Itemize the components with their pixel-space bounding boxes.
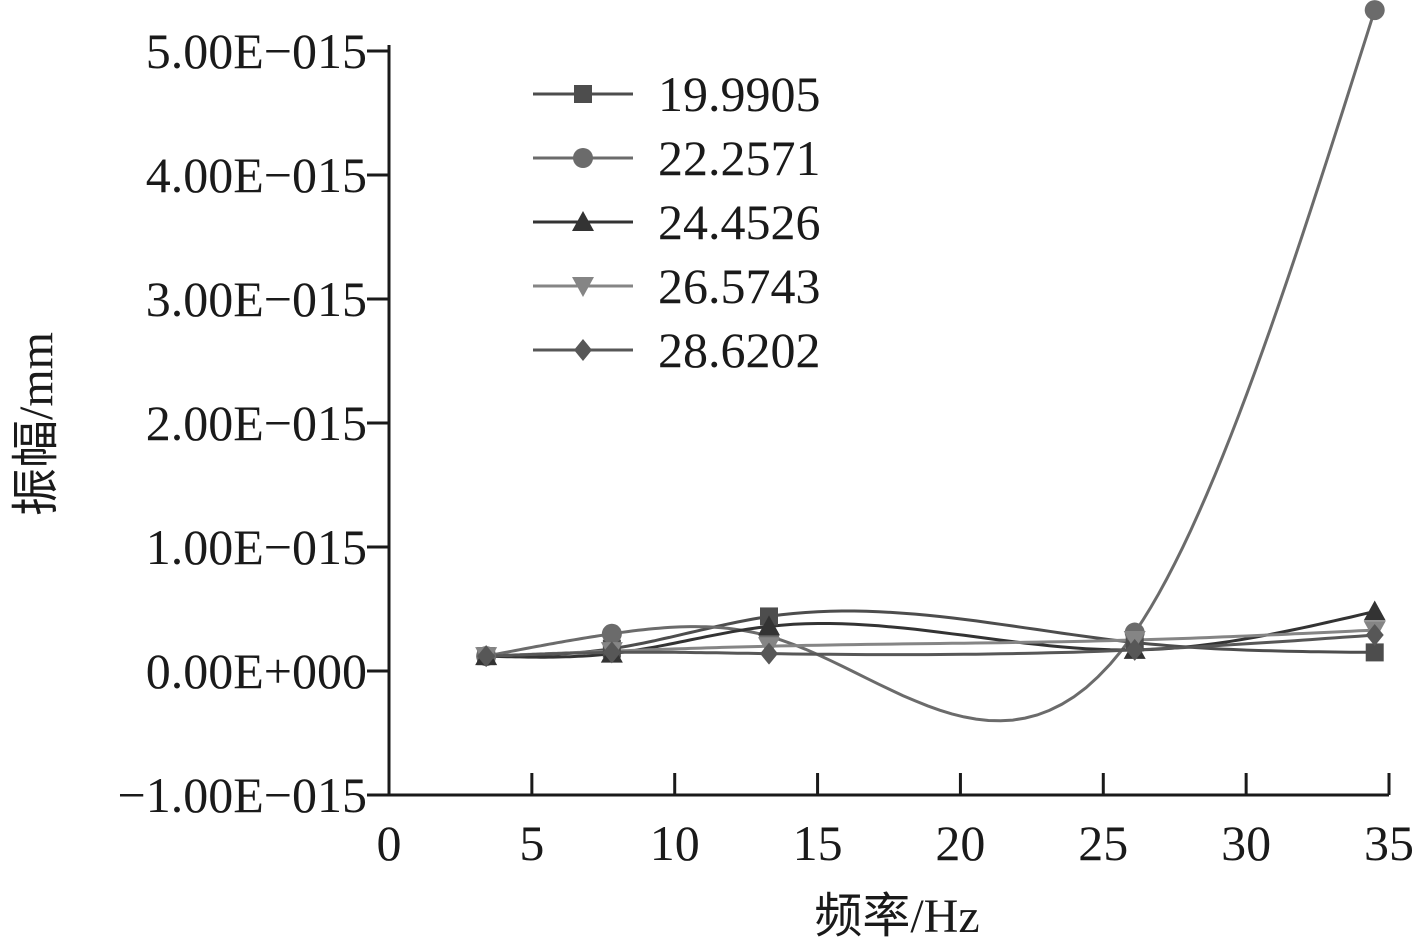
data-point-1-5 [1365, 643, 1384, 662]
x-tick-label: 35 [1364, 815, 1414, 871]
x-tick-label: 20 [935, 815, 985, 871]
axes [367, 45, 1391, 797]
data-point-5-4 [1125, 638, 1144, 661]
data-point-2-5 [1364, 0, 1385, 21]
series-curves [485, 9, 1377, 723]
legend-marker [572, 211, 594, 231]
y-tick-label: 5.00E−015 [146, 23, 367, 79]
legend-label: 19.9905 [658, 66, 821, 122]
x-tick-label: 30 [1221, 815, 1271, 871]
legend-label: 28.6202 [658, 322, 821, 378]
legend-marker [573, 148, 593, 168]
x-tick-labels: 0 5 10 15 20 25 30 35 [377, 815, 1415, 871]
x-tick-label: 10 [650, 815, 700, 871]
data-point-3-3 [758, 615, 780, 636]
data-point-5-5 [1365, 624, 1384, 647]
x-tick-label: 25 [1078, 815, 1128, 871]
data-point-5-3 [760, 642, 778, 665]
y-tick-label: 4.00E−015 [146, 147, 367, 203]
y-tick-label: 1.00E−015 [146, 519, 367, 575]
x-tick-label: 5 [519, 815, 544, 871]
y-axis-title: 振幅/mm [10, 332, 63, 516]
x-tick-label: 15 [793, 815, 843, 871]
legend-marker [574, 85, 592, 103]
data-point-5-2 [602, 641, 621, 664]
legend-marker [572, 277, 594, 297]
data-point-2-2 [601, 623, 622, 644]
x-tick-label: 0 [377, 815, 402, 871]
legend-marker [574, 339, 592, 361]
data-point-5-1 [477, 645, 496, 668]
y-tick-label: 3.00E−015 [146, 271, 367, 327]
legend-label: 22.2571 [658, 130, 821, 186]
y-tick-label: 0.00E+000 [146, 643, 367, 699]
y-tick-labels: −1.00E−015 0.00E+000 1.00E−015 2.00E−015 3.0… [118, 23, 367, 823]
legend-label: 24.4526 [658, 194, 821, 250]
data-point-3-5 [1363, 600, 1386, 621]
y-tick-label: 2.00E−015 [146, 395, 367, 451]
legend-label: 26.5743 [658, 258, 821, 314]
y-tick-label: −1.00E−015 [118, 767, 367, 823]
series-markers [475, 0, 1386, 668]
x-axis-title: 频率/Hz [814, 890, 979, 942]
legend: 19.9905 22.2571 24.4526 26.5743 28.6202 [533, 66, 821, 378]
